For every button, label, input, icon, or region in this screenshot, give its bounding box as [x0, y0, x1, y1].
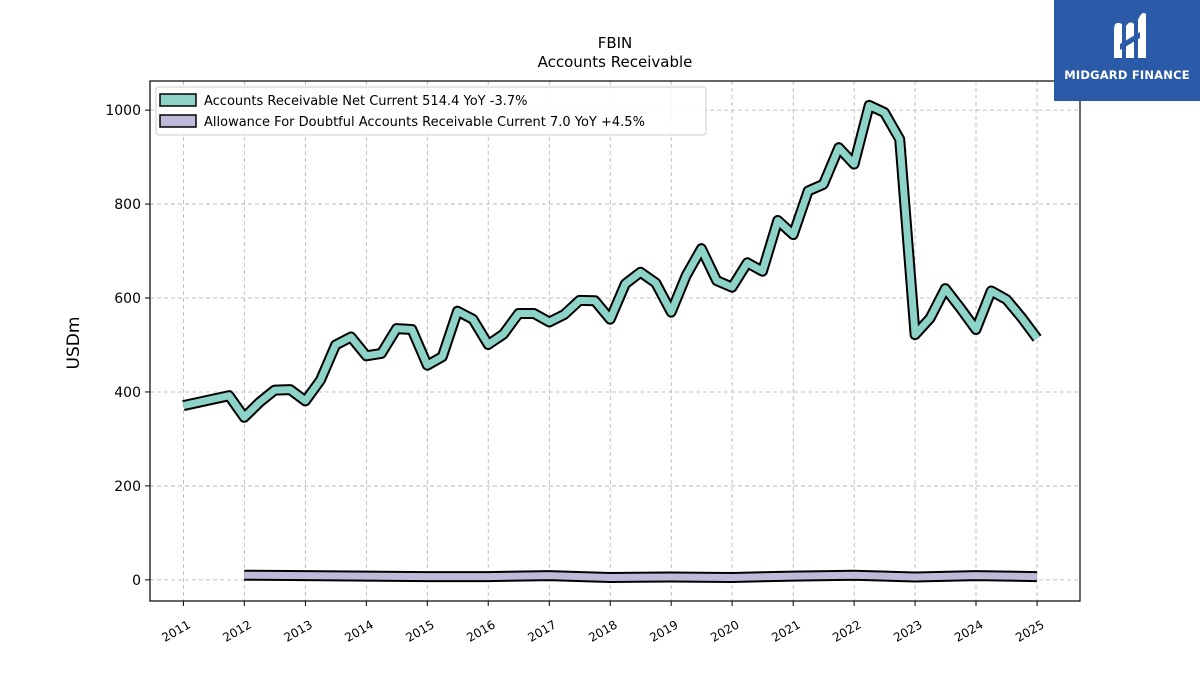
chart-subtitle: Accounts Receivable	[538, 53, 693, 71]
x-tick-label: 2011	[159, 617, 192, 644]
midgard-m-logo-icon	[1114, 12, 1146, 58]
axes-layer: 0 200 400 600 800 1000 2011 2012 2013 2014 2015 201…	[105, 103, 1046, 645]
x-tick-label: 2020	[708, 617, 741, 644]
brand-name: MIDGARD FINANCE	[1064, 68, 1190, 82]
x-tick-label: 2025	[1013, 617, 1046, 644]
x-tick-label: 2024	[952, 617, 985, 644]
x-tick-label: 2012	[220, 617, 253, 644]
x-tick-label: 2021	[769, 617, 802, 644]
y-axis-label: USDm	[64, 317, 84, 370]
legend-swatch-allowance	[159, 114, 197, 128]
x-tick-label: 2023	[891, 617, 924, 644]
plot-frame	[149, 80, 1081, 602]
series-line-1	[244, 571, 1037, 581]
legend-label-allowance: Allowance For Doubtful Accounts Receivab…	[204, 115, 645, 130]
y-tick-label: 800	[114, 197, 141, 213]
chart-title: FBIN	[598, 34, 633, 52]
y-tick-label: 200	[114, 479, 141, 495]
y-tick-label: 400	[114, 385, 141, 401]
y-tick-label: 1000	[105, 103, 141, 119]
legend: Accounts Receivable Net Current 514.4 Yo…	[155, 86, 707, 136]
series-layer	[182, 99, 1042, 583]
legend-swatch-receivables	[159, 93, 197, 107]
x-tick-label: 2014	[342, 617, 375, 644]
brand-logo: MIDGARD FINANCE	[1054, 0, 1200, 101]
x-tick-label: 2018	[586, 617, 619, 644]
x-tick-label: 2015	[403, 617, 436, 644]
x-tick-label: 2022	[830, 617, 863, 644]
x-tick-label: 2017	[525, 617, 558, 644]
y-tick-label: 0	[132, 573, 141, 589]
legend-label-receivables: Accounts Receivable Net Current 514.4 Yo…	[204, 94, 527, 109]
x-tick-label: 2019	[647, 617, 680, 644]
y-tick-label: 600	[114, 291, 141, 307]
x-tick-label: 2013	[281, 617, 314, 644]
x-tick-label: 2016	[464, 617, 497, 644]
grid	[150, 81, 1080, 601]
legend-box	[155, 86, 707, 136]
